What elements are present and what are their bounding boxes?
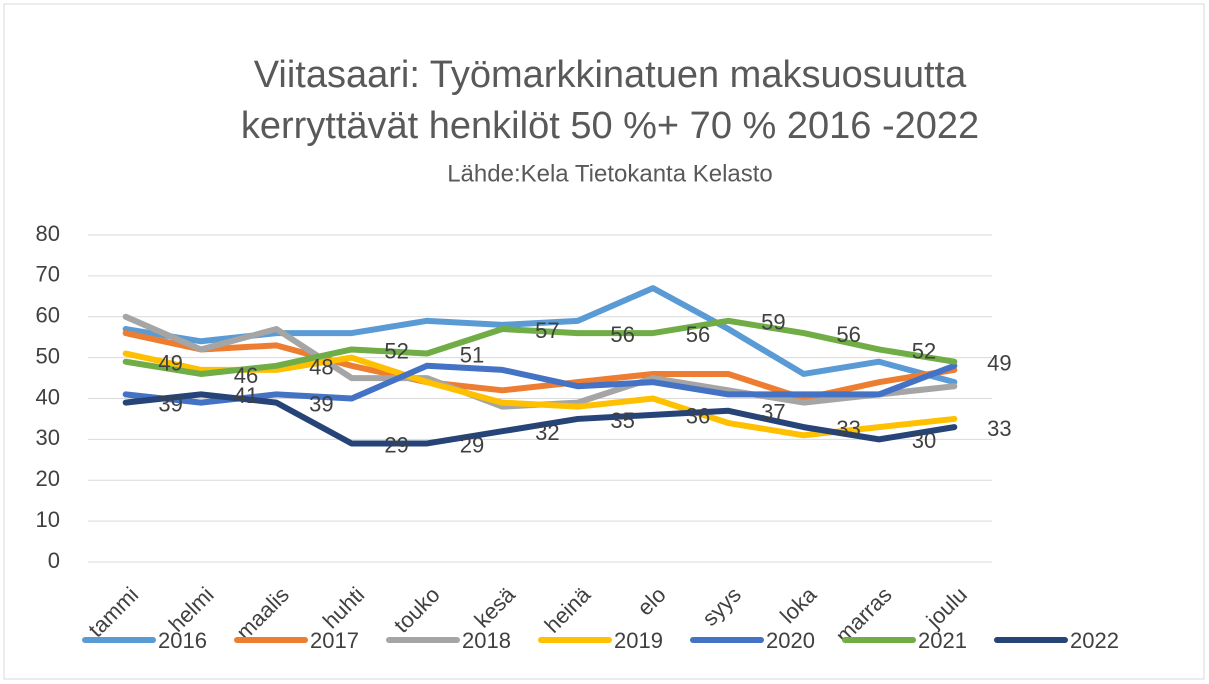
- data-label: 37: [761, 400, 785, 425]
- data-label: 39: [309, 391, 333, 416]
- y-tick-label: 50: [36, 343, 60, 368]
- y-tick-label: 60: [36, 303, 60, 328]
- chart-subtitle: Lähde:Kela Tietokanta Kelasto: [447, 160, 773, 187]
- data-label: 56: [610, 322, 634, 347]
- data-label: 51: [460, 342, 484, 367]
- y-tick-label: 30: [36, 425, 60, 450]
- series-line: [122, 362, 958, 406]
- legend-label: 2018: [462, 628, 511, 653]
- data-label: 56: [836, 322, 860, 347]
- data-label: 59: [761, 310, 785, 335]
- data-label: 33: [987, 416, 1011, 441]
- data-label: 33: [836, 416, 860, 441]
- legend-label: 2022: [1070, 628, 1119, 653]
- data-label: 56: [686, 322, 710, 347]
- data-label: 52: [912, 338, 936, 363]
- legend-label: 2017: [310, 628, 359, 653]
- data-label: 52: [384, 338, 408, 363]
- legend-label: 2019: [614, 628, 663, 653]
- data-label: 29: [460, 432, 484, 457]
- data-label: 32: [535, 420, 559, 445]
- data-label: 30: [912, 428, 936, 453]
- legend-label: 2016: [158, 628, 207, 653]
- data-label: 29: [384, 432, 408, 457]
- data-label: 36: [686, 404, 710, 429]
- y-tick-label: 10: [36, 507, 60, 532]
- series-line: [122, 391, 958, 447]
- legend-label: 2021: [918, 628, 967, 653]
- data-label: 49: [987, 351, 1011, 376]
- data-label: 49: [158, 351, 182, 376]
- y-tick-label: 20: [36, 466, 60, 491]
- y-tick-label: 80: [36, 221, 60, 246]
- legend-label: 2020: [766, 628, 815, 653]
- chart-title: Viitasaari: Työmarkkinatuen maksuosuutta: [254, 54, 967, 96]
- data-label: 57: [535, 318, 559, 343]
- data-label: 46: [234, 363, 258, 388]
- y-tick-label: 70: [36, 262, 60, 287]
- data-label: 41: [234, 383, 258, 408]
- y-tick-label: 0: [48, 548, 60, 573]
- data-label: 39: [158, 391, 182, 416]
- y-tick-label: 40: [36, 384, 60, 409]
- data-label: 48: [309, 355, 333, 380]
- series-line: [122, 317, 958, 377]
- chart-title: kerryttävät henkilöt 50 %+ 70 % 2016 -20…: [241, 105, 979, 147]
- data-label: 35: [610, 408, 634, 433]
